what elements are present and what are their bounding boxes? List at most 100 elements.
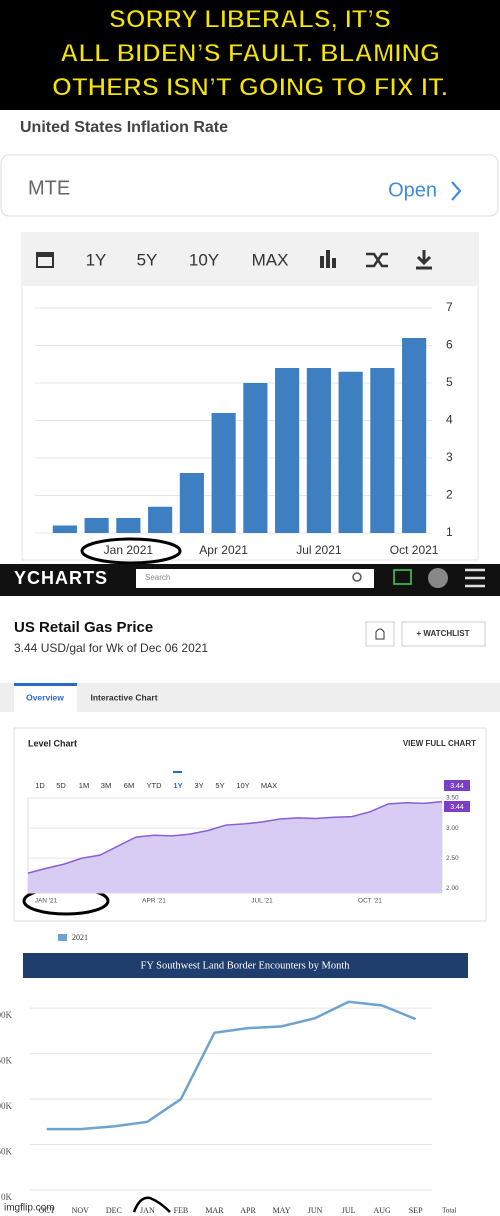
range-button[interactable]: MAX xyxy=(252,250,289,269)
range-buttons: 1D 5D 1M 3M 6M YTD 1Y 3Y 5Y 10Y MAX xyxy=(35,781,277,790)
y-tick-label: 3.00 xyxy=(446,825,459,832)
range-button[interactable]: 10Y xyxy=(189,250,219,269)
y-tick-label: 2.00 xyxy=(446,885,459,892)
bell-icon xyxy=(375,628,385,640)
price-tag xyxy=(444,780,470,791)
calendar-face xyxy=(38,257,52,266)
caption-band xyxy=(0,0,500,110)
x-tick-label: SEP xyxy=(409,1206,423,1215)
x-tick-label: OCT '21 xyxy=(358,898,382,905)
y-tick-label: 1 xyxy=(446,525,453,539)
bars-icon[interactable] xyxy=(320,256,324,268)
avatar[interactable] xyxy=(428,568,448,588)
caption-line: ALL BIDEN’S FAULT. BLAMING xyxy=(60,40,440,68)
range-button[interactable]: 5D xyxy=(56,781,66,790)
y-tick-label: 4 xyxy=(446,413,453,427)
y-tick-label: 3 xyxy=(446,450,453,464)
y-tick-label: 150K xyxy=(0,1056,13,1066)
x-tick-label: Jan 2021 xyxy=(104,543,154,557)
security-subtitle: 3.44 USD/gal for Wk of Dec 06 2021 xyxy=(14,641,208,655)
bar xyxy=(370,368,395,533)
legend-swatch xyxy=(58,934,67,941)
watermark: imgflip.com xyxy=(4,1203,55,1214)
x-tick-label: JUL xyxy=(342,1206,356,1215)
caption: SORRY LIBERALS, IT’S ALL BIDEN’S FAULT. … xyxy=(52,5,449,102)
caption-line: SORRY LIBERALS, IT’S xyxy=(109,6,391,34)
y-tick-label: 50K xyxy=(0,1147,13,1157)
y-tick-label: 2.50 xyxy=(446,855,459,862)
range-button[interactable]: MAX xyxy=(261,781,277,790)
tab-bar xyxy=(0,683,500,712)
search-box[interactable] xyxy=(136,569,374,588)
x-tick-label: OCT xyxy=(39,1206,55,1215)
x-tick-label: AUG xyxy=(373,1206,391,1215)
x-tick-label: NOV xyxy=(72,1206,90,1215)
range-button[interactable]: 10Y xyxy=(236,781,249,790)
x-tick-label: Jul 2021 xyxy=(296,543,342,557)
range-button[interactable]: YTD xyxy=(147,781,163,790)
logo: YCHARTS xyxy=(14,568,108,588)
heading: United States Inflation Rate xyxy=(20,119,228,136)
range-button[interactable]: 1Y xyxy=(173,781,182,790)
bar xyxy=(402,338,427,533)
bar xyxy=(275,368,300,533)
bar xyxy=(179,473,204,533)
x-tick-label: FEB xyxy=(174,1206,189,1215)
x-tick-label: JAN '21 xyxy=(35,898,58,905)
toolbar-icons xyxy=(36,250,432,270)
bell-button[interactable] xyxy=(365,621,395,647)
range-button[interactable]: 5Y xyxy=(215,781,224,790)
range-button[interactable]: 3Y xyxy=(194,781,203,790)
active-tab-marker xyxy=(14,683,77,686)
toolbar xyxy=(23,234,477,286)
bars-icon xyxy=(332,258,336,268)
price-tag-label: 3.44 xyxy=(450,783,464,790)
bar xyxy=(243,383,268,533)
security-title: US Retail Gas Price xyxy=(14,619,153,636)
full-chart-link[interactable]: VIEW FULL CHART xyxy=(403,739,476,748)
scribble-arrow xyxy=(132,1196,171,1213)
y-tick-label: 6 xyxy=(446,338,453,352)
legend-label: 2021 xyxy=(72,933,88,942)
search-icon xyxy=(352,572,362,582)
bar xyxy=(52,525,77,533)
x-tick-label: JUN xyxy=(308,1206,323,1215)
bar xyxy=(306,368,331,533)
scribble-circle xyxy=(80,537,182,565)
download-icon[interactable] xyxy=(416,250,432,270)
x-tick-label: Apr 2021 xyxy=(199,543,248,557)
shuffle-icon[interactable] xyxy=(366,252,388,268)
range-button[interactable]: 6M xyxy=(124,781,134,790)
symbol: MTE xyxy=(28,177,70,199)
price-tag-label: 3.44 xyxy=(450,804,464,811)
bar xyxy=(211,413,236,533)
price-tag xyxy=(444,801,470,812)
range-button[interactable]: 1M xyxy=(79,781,89,790)
range-button[interactable]: 1Y xyxy=(86,250,107,269)
x-tick-label: APR '21 xyxy=(142,898,166,905)
y-tick-label: 2 xyxy=(446,488,453,502)
x-tick-label: MAR xyxy=(205,1206,224,1215)
x-tick-label: DEC xyxy=(106,1206,122,1215)
y-tick-label: 100K xyxy=(0,1101,13,1111)
chevron xyxy=(451,181,462,201)
tab[interactable]: Overview xyxy=(26,692,64,702)
range-button[interactable]: 1D xyxy=(35,781,45,790)
watchlist-button[interactable] xyxy=(401,621,486,647)
bar xyxy=(338,371,363,533)
y-tick-label: 5 xyxy=(446,375,453,389)
watchlist-label: + WATCHLIST xyxy=(417,629,470,638)
search-placeholder: Search xyxy=(145,573,170,582)
menu-icon[interactable] xyxy=(465,568,485,588)
x-tick-label: JAN xyxy=(140,1206,155,1215)
card-title: Level Chart xyxy=(28,738,77,748)
area-fill xyxy=(28,801,442,893)
tab[interactable]: Interactive Chart xyxy=(90,692,157,702)
active-tab[interactable] xyxy=(14,683,77,712)
line xyxy=(27,800,443,874)
chat-icon[interactable] xyxy=(393,569,412,585)
range-button[interactable]: 5Y xyxy=(137,250,158,269)
range-button[interactable]: 3M xyxy=(101,781,111,790)
open-link[interactable]: Open xyxy=(388,179,437,201)
